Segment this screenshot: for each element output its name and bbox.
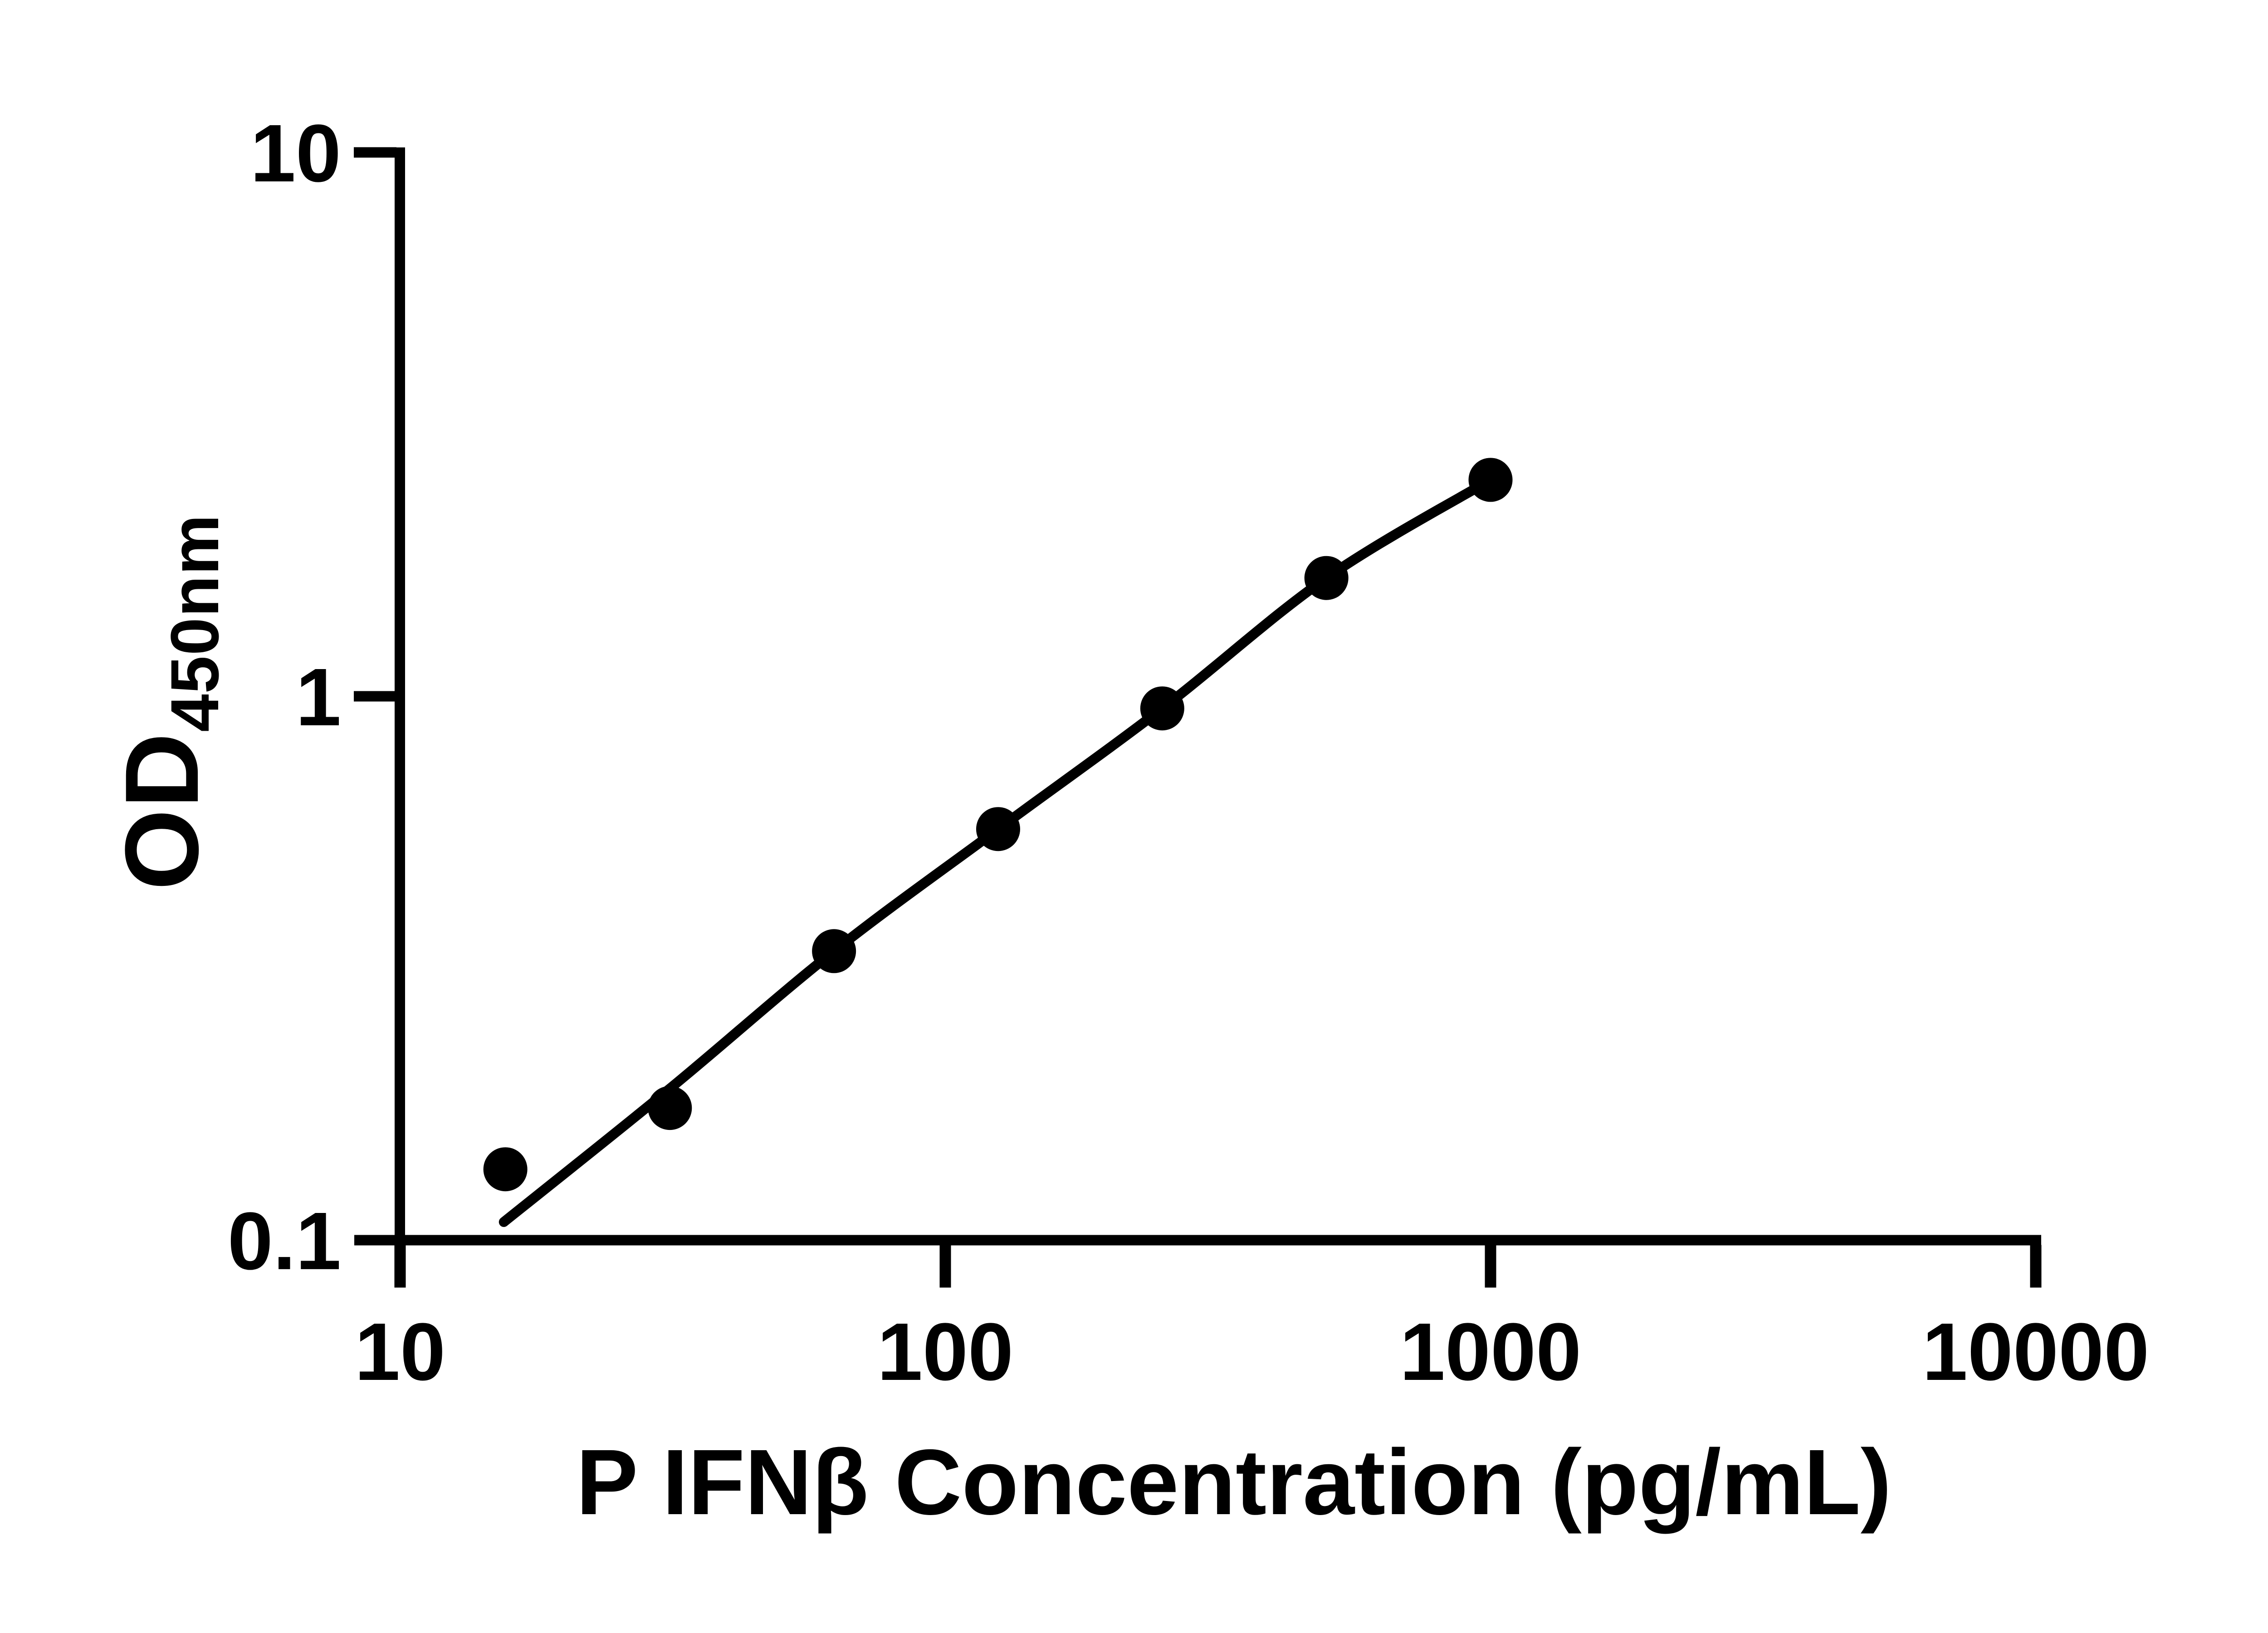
y-axis-tick-10 <box>354 147 396 158</box>
y-axis-title-subscript: 450nm <box>156 514 233 732</box>
y-axis-title: OD450nm <box>103 514 233 890</box>
y-axis-line <box>395 147 405 1246</box>
y-axis-tick-1 <box>354 691 396 702</box>
data-point-125 <box>976 807 1020 851</box>
data-point-250 <box>1140 686 1184 731</box>
y-tick-label-10: 10 <box>250 108 341 199</box>
data-point-31.25 <box>648 1086 692 1130</box>
y-axis-title-main: OD <box>103 732 220 890</box>
x-axis-title: P IFNβ Concentration (pg/mL) <box>576 1430 1892 1534</box>
data-point-1000 <box>1468 458 1513 502</box>
x-axis-line <box>354 1235 2041 1246</box>
data-point-15.6 <box>483 1147 528 1192</box>
x-tick-label-1000: 1000 <box>1400 1306 1581 1398</box>
x-axis-tick-1000 <box>1485 1245 1496 1288</box>
x-axis-tick-10 <box>394 1245 406 1288</box>
x-tick-label-10: 10 <box>355 1306 445 1398</box>
y-tick-label-1: 1 <box>296 652 341 743</box>
x-axis-tick-100 <box>939 1245 951 1288</box>
y-tick-label-0.1: 0.1 <box>228 1196 341 1287</box>
x-tick-label-10000: 10000 <box>1922 1306 2150 1398</box>
data-point-62.5 <box>812 929 856 973</box>
x-tick-label-100: 100 <box>877 1306 1013 1398</box>
x-axis-tick-10000 <box>2030 1245 2042 1288</box>
data-point-500 <box>1304 556 1349 600</box>
